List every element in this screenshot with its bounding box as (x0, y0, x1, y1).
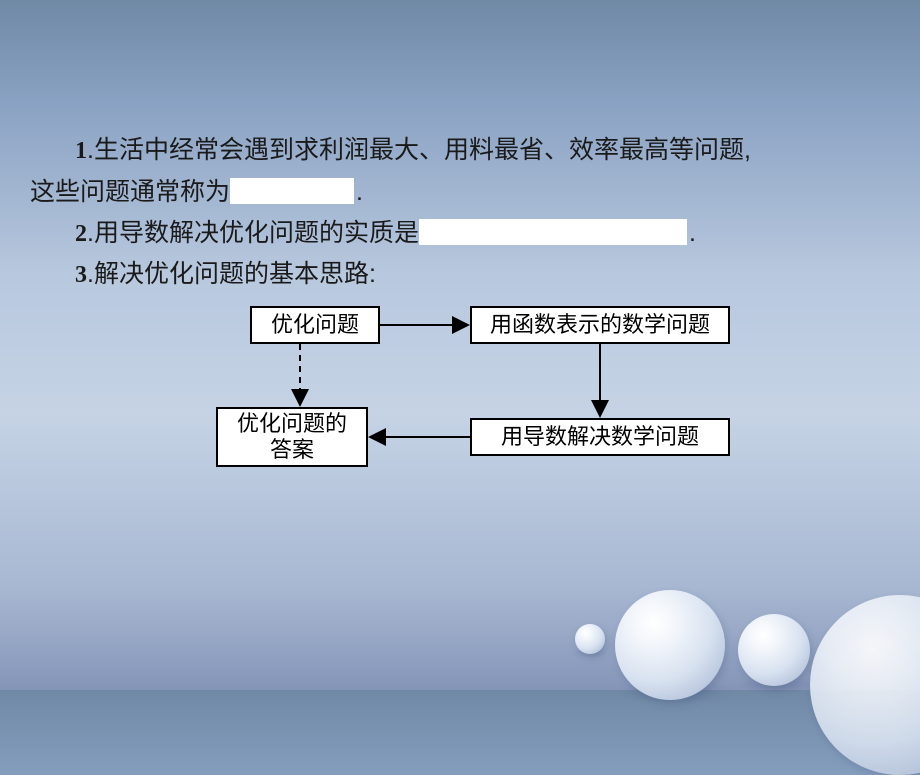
node-optimization-problem: 优化问题 (250, 306, 380, 344)
text-2: .用导数解决优化问题的实质是 (87, 219, 419, 247)
period-2: . (689, 219, 696, 247)
paragraph-1: 1.生活中经常会遇到求利润最大、用料最省、效率最高等问题, (30, 130, 890, 172)
period-1: . (356, 178, 363, 206)
decorative-sphere-3 (575, 624, 605, 654)
text-3: .解决优化问题的基本思路: (87, 260, 376, 288)
list-number-1: 1 (75, 138, 87, 164)
list-number-3: 3 (75, 262, 87, 288)
text-1a: .生活中经常会遇到求利润最大、用料最省、效率最高等问题, (87, 136, 751, 164)
decorative-sphere-1 (615, 590, 725, 700)
slide-content: 1.生活中经常会遇到求利润最大、用料最省、效率最高等问题, 这些问题通常称为. … (0, 0, 920, 466)
node-answer-text: 优化问题的 答案 (237, 411, 347, 464)
flowchart: 优化问题 用函数表示的数学问题 优化问题的 答案 用导数解决数学问题 (180, 306, 740, 466)
node-math-function: 用函数表示的数学问题 (470, 306, 730, 344)
paragraph-2: 2.用导数解决优化问题的实质是. (30, 213, 890, 255)
blank-1 (230, 178, 354, 204)
decorative-sphere-4 (810, 595, 920, 775)
list-number-2: 2 (75, 221, 87, 247)
blank-2 (419, 219, 687, 245)
decorative-sphere-2 (738, 614, 810, 686)
node-answer: 优化问题的 答案 (216, 407, 368, 467)
paragraph-1-cont: 这些问题通常称为. (30, 172, 890, 213)
node-derivative-solve: 用导数解决数学问题 (470, 418, 730, 456)
paragraph-3: 3.解决优化问题的基本思路: (30, 254, 890, 296)
text-1b: 这些问题通常称为 (30, 178, 230, 206)
